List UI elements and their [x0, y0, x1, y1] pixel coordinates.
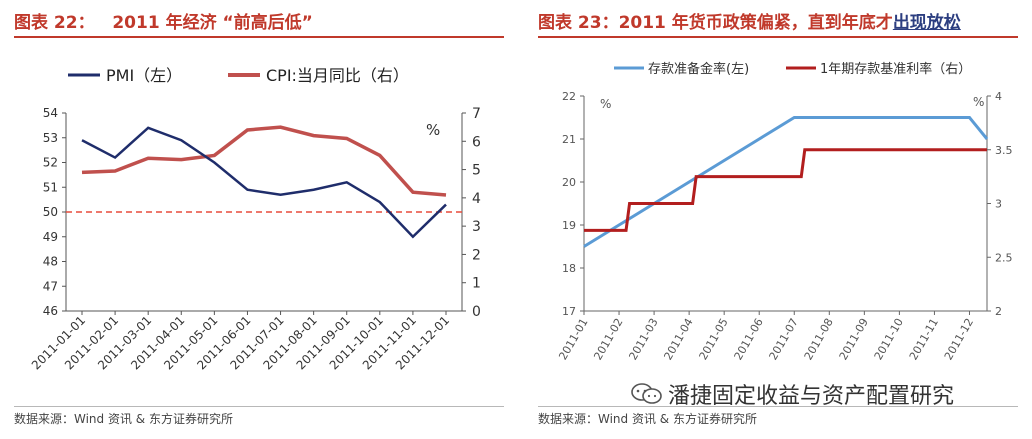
right-y-tick-label: 2 — [995, 305, 1002, 318]
right-chart-title: 图表 23：2011 年货币政策偏紧，直到年底才出现放松 — [538, 8, 961, 33]
left-y-tick-label: 18 — [562, 262, 576, 275]
x-tick-label: 2011-08 — [802, 316, 836, 362]
left-y-tick-label: 47 — [43, 279, 58, 293]
legend-rate-label: 1年期存款基准利率（右） — [820, 61, 971, 77]
x-tick-label: 2011-07 — [767, 316, 801, 362]
x-tick-label: 2011-09 — [837, 316, 871, 362]
left-y-tick-label: 22 — [562, 90, 576, 103]
x-tick-label: 2011-03 — [626, 316, 660, 362]
right-chart-title-main: 图表 23：2011 年货币政策偏紧，直到年底才 — [538, 13, 893, 33]
right-y-tick-label: 1 — [472, 276, 481, 292]
right-chart-title-highlight: 出现放松 — [892, 13, 961, 33]
left-chart-title: 图表 22： 2011 年经济 “前高后低” — [14, 13, 313, 33]
left-chart-panel: 图表 22： 2011 年经济 “前高后低” PMI（左） CPI:当月同比（右）… — [14, 13, 504, 426]
right-axis-unit: % — [426, 121, 440, 139]
x-tick-label: 2011-12 — [942, 316, 976, 362]
right-y-tick-label: 4 — [472, 191, 481, 207]
wechat-icon — [631, 383, 662, 404]
left-y-tick-label: 19 — [562, 219, 576, 232]
right-y-tick-label: 2 — [472, 247, 481, 263]
right-y-tick-label: 6 — [472, 134, 481, 150]
right-y-tick-label: 5 — [472, 163, 481, 179]
x-tick-label: 2011-11 — [907, 316, 941, 362]
left-y-tick-label: 54 — [43, 106, 58, 120]
rate-step-line — [584, 148, 987, 232]
left-y-tick-label: 50 — [43, 205, 58, 219]
left-y-tick-label: 49 — [43, 230, 58, 244]
pmi-line — [81, 126, 447, 239]
left-y-tick-label: 48 — [43, 255, 58, 269]
x-tick-label: 2011-10 — [872, 316, 906, 362]
right-axis-unit: % — [973, 95, 984, 109]
legend-rrr-label: 存款准备金率(左) — [648, 61, 749, 77]
right-y-tick-label: 7 — [472, 106, 481, 122]
x-tick-label: 2011-01 — [556, 316, 590, 362]
left-y-tick-label: 52 — [43, 156, 58, 170]
left-y-tick-label: 17 — [562, 305, 576, 318]
right-y-tick-label: 3 — [472, 219, 481, 235]
right-y-tick-label: 3.5 — [995, 144, 1013, 157]
left-footer-rule — [14, 406, 504, 407]
left-y-tick-label: 46 — [43, 304, 58, 318]
x-tick-label: 2011-06 — [732, 316, 766, 362]
right-y-tick-label: 4 — [995, 90, 1002, 103]
left-y-tick-label: 53 — [43, 131, 58, 145]
left-axis-unit: % — [600, 97, 611, 111]
right-chart-panel: 图表 23：2011 年货币政策偏紧，直到年底才出现放松 存款准备金率(左) 1年… — [524, 0, 1032, 439]
legend-pmi-label: PMI（左） — [106, 66, 182, 85]
watermark-text: 潘捷固定收益与资产配置研究 — [668, 384, 955, 409]
left-y-tick-label: 51 — [43, 180, 58, 194]
left-title-underline — [14, 36, 504, 38]
left-chart-source: 数据来源：Wind 资讯 & 东方证券研究所 — [14, 412, 233, 426]
right-chart-source: 数据来源：Wind 资讯 & 东方证券研究所 — [538, 412, 757, 426]
cpi-line — [81, 125, 447, 197]
x-tick-label: 2011-04 — [661, 316, 695, 362]
left-y-tick-label: 20 — [562, 176, 576, 189]
right-footer-rule — [538, 406, 1018, 407]
left-chart-svg: PMI（左） CPI:当月同比（右）46474849505152535401234… — [29, 66, 481, 372]
x-tick-label: 2011-05 — [697, 316, 731, 362]
right-y-tick-label: 0 — [472, 304, 481, 320]
right-title-underline — [538, 36, 1018, 38]
rrr-line — [583, 116, 989, 248]
legend-cpi-label: CPI:当月同比（右） — [266, 66, 409, 85]
right-chart-svg: 存款准备金率(左) 1年期存款基准利率（右）17181920212222.533.… — [556, 61, 1013, 362]
left-y-tick-label: 21 — [562, 133, 576, 146]
right-y-tick-label: 3 — [995, 198, 1002, 211]
x-tick-label: 2011-02 — [591, 316, 625, 362]
right-y-tick-label: 2.5 — [995, 251, 1013, 264]
